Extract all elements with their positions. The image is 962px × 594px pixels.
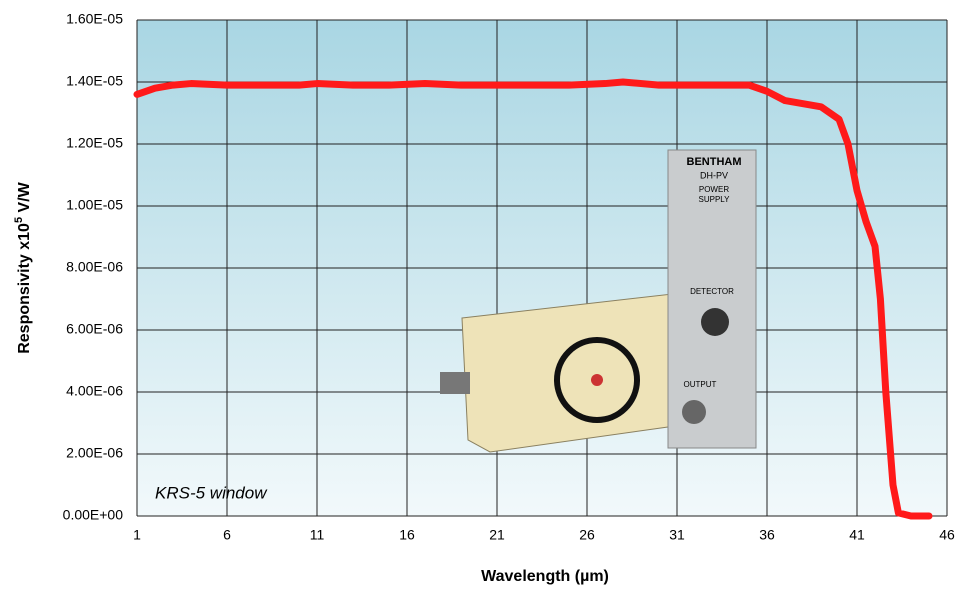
photo-label: DETECTOR: [690, 287, 734, 296]
y-tick-label: 1.20E-05: [66, 135, 123, 151]
y-tick-label: 1.60E-05: [66, 11, 123, 27]
x-tick-label: 16: [399, 527, 415, 543]
y-label-part: Responsivity x10: [16, 223, 33, 354]
x-axis-label: Wavelength (µm): [481, 568, 609, 585]
y-label-sup: 5: [13, 217, 25, 223]
y-tick-label: 2.00E-06: [66, 445, 123, 461]
x-tick-label: 41: [849, 527, 865, 543]
annotation: KRS-5 window: [155, 483, 268, 502]
x-tick-label: 6: [223, 527, 231, 543]
photo-label: BENTHAM: [687, 156, 742, 168]
y-tick-label: 0.00E+00: [63, 507, 124, 523]
x-tick-label: 31: [669, 527, 685, 543]
data-line: [133, 78, 933, 520]
x-tick-label: 26: [579, 527, 595, 543]
x-tick-label: 1: [133, 527, 141, 543]
photo-label: POWER: [699, 185, 729, 194]
power-supply-photo: BENTHAM DH-PV POWER SUPPLY DETECTOR OUTP…: [667, 149, 757, 449]
detector-photo: [440, 291, 701, 453]
y-tick-label: 1.00E-05: [66, 197, 123, 213]
x-tick-label: 21: [489, 527, 505, 543]
photo-label: DH-PV: [700, 170, 728, 180]
photo-label: OUTPUT: [684, 380, 717, 389]
y-tick-label: 6.00E-06: [66, 321, 123, 337]
y-tick-label: 1.40E-05: [66, 73, 123, 89]
x-tick-label: 11: [310, 527, 325, 543]
x-tick-label: 46: [939, 527, 955, 543]
y-tick-label: 8.00E-06: [66, 259, 123, 275]
y-tick-label: 4.00E-06: [66, 383, 123, 399]
photo-label: SUPPLY: [699, 195, 731, 204]
y-label-part: V/W: [16, 181, 33, 217]
y-axis-label: Responsivity x105 V/W: [13, 181, 33, 353]
x-tick-label: 36: [759, 527, 775, 543]
